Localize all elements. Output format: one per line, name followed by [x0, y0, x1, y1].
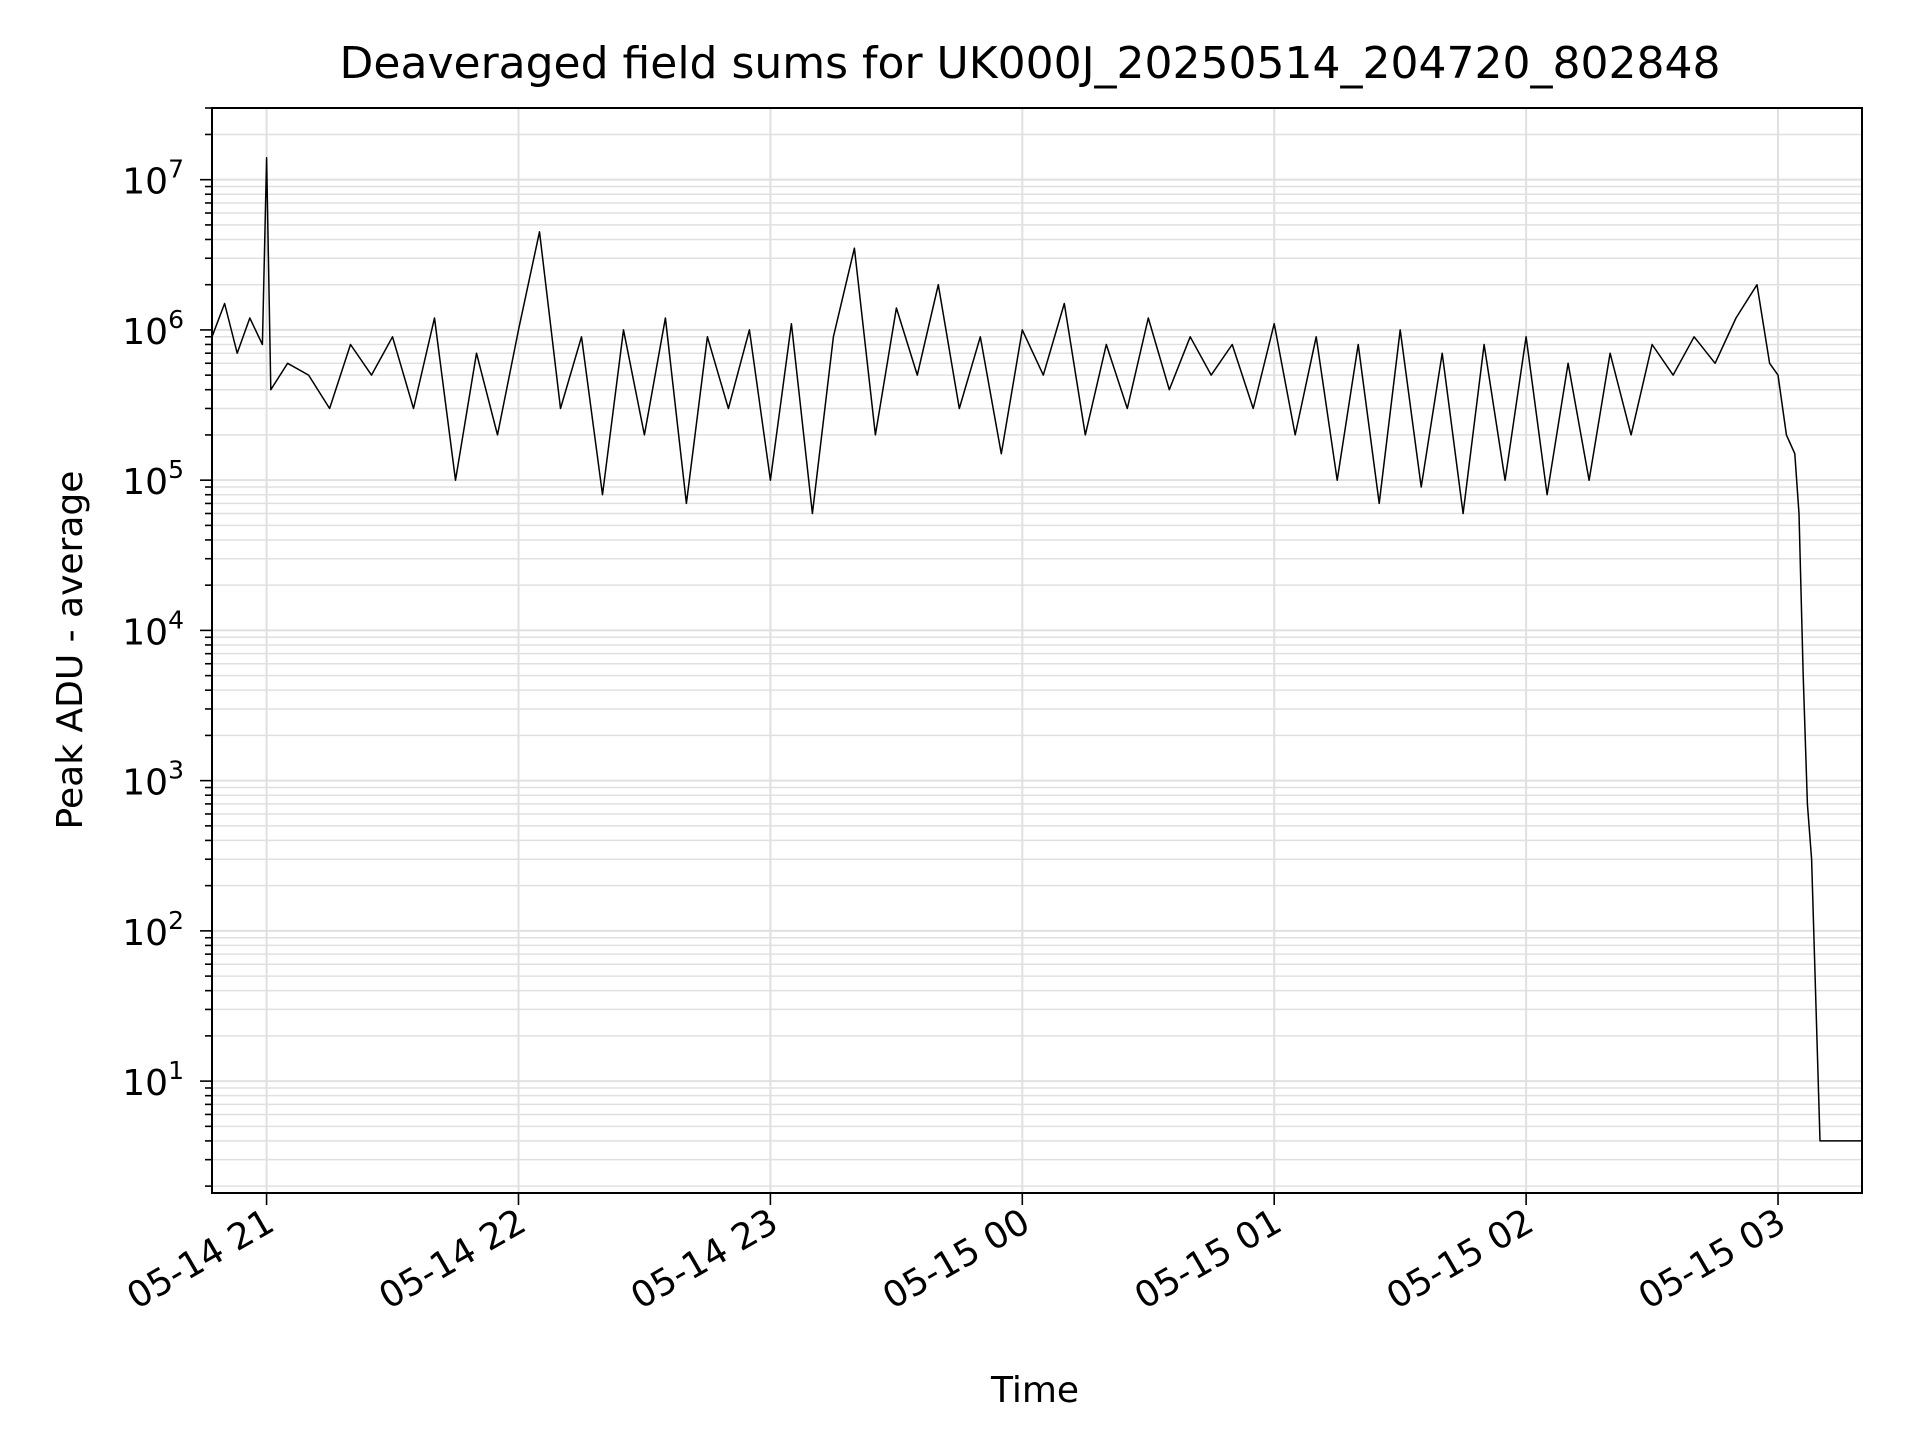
- y-tick-label: 101: [122, 1056, 184, 1104]
- y-tick-label: 106: [122, 305, 184, 353]
- series-layer: [211, 156, 1862, 1142]
- grid-layer: [212, 107, 1862, 1193]
- y-axis-label: Peak ADU - average: [50, 471, 91, 830]
- plot-frame: [211, 107, 1863, 1194]
- y-tick-label: 102: [122, 906, 184, 954]
- x-axis-label: Time: [990, 1370, 1079, 1411]
- y-tick-label: 105: [122, 455, 184, 503]
- y-tick-label: 104: [122, 605, 184, 653]
- series-line: [211, 156, 1862, 1142]
- chart-title: Deaveraged field sums for UK000J_2025051…: [340, 38, 1721, 89]
- y-tick-label: 107: [122, 155, 184, 203]
- y-tick-label: 103: [122, 756, 184, 804]
